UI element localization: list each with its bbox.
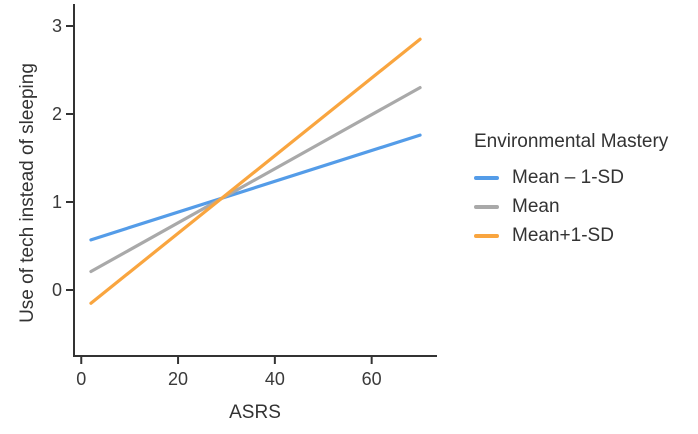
legend-key-line-icon (474, 204, 499, 209)
legend-key-line-icon (474, 233, 499, 238)
axis-layer (66, 4, 437, 364)
series-line-0 (89, 133, 422, 242)
legend-item-mean-plus-1sd: Mean+1-SD (474, 221, 698, 250)
legend-title: Environmental Mastery (474, 131, 669, 152)
y-tick-label: 2 (51, 104, 62, 124)
series-line-2 (89, 37, 422, 305)
legend-key-line-icon (474, 175, 499, 180)
legend-item-mean: Mean (474, 192, 698, 221)
x-axis-title: ASRS (229, 402, 281, 423)
x-tick-label: 60 (361, 369, 382, 389)
y-tick-label: 0 (51, 280, 62, 300)
x-tick-label: 0 (76, 369, 87, 389)
legend-item-label: Mean (512, 195, 560, 217)
series-layer (89, 37, 422, 305)
y-axis-title: Use of tech instead of sleeping (17, 63, 38, 323)
legend-item-mean-minus-1sd: Mean – 1-SD (474, 163, 698, 192)
y-tick-label: 3 (51, 16, 62, 36)
legend-item-label: Mean – 1-SD (512, 166, 624, 188)
y-tick-label: 1 (51, 192, 62, 212)
x-tick-label: 20 (168, 369, 189, 389)
legend-item-label: Mean+1-SD (512, 224, 614, 246)
x-tick-label: 40 (264, 369, 285, 389)
series-line-1 (89, 85, 422, 274)
legend: Environmental Mastery Mean – 1-SD Mean M… (474, 131, 698, 250)
